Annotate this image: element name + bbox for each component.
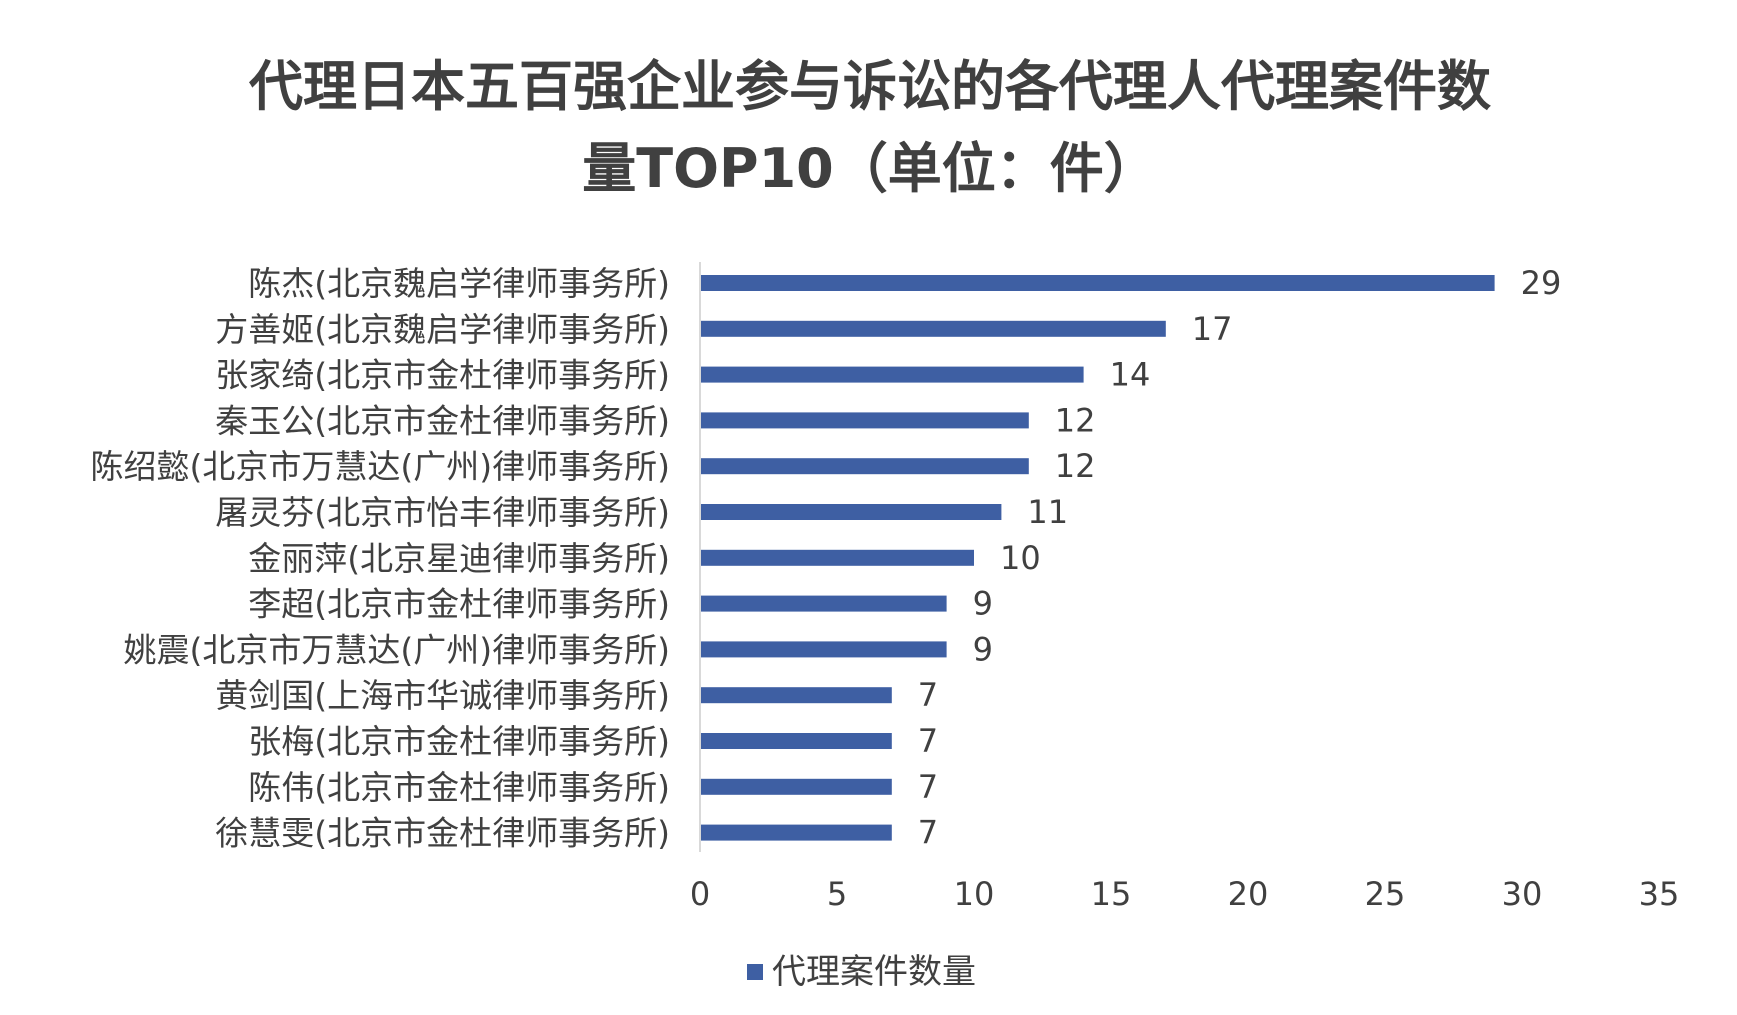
- chart-title-line-1: 代理日本五百强企业参与诉讼的各代理人代理案件数: [249, 55, 1491, 118]
- value-label: 12: [1055, 447, 1096, 485]
- category-label: 张梅(北京市金杜律师事务所): [248, 722, 670, 761]
- bar: [700, 366, 1084, 383]
- x-tick-label: 0: [690, 875, 710, 913]
- value-label: 12: [1055, 401, 1096, 439]
- value-label: 11: [1027, 493, 1068, 531]
- bar: [700, 320, 1166, 337]
- category-label: 黄剑国(上海市华诚律师事务所): [215, 676, 670, 715]
- x-tick-label: 35: [1639, 875, 1680, 913]
- category-label: 徐慧雯(北京市金杜律师事务所): [215, 814, 670, 853]
- value-label: 17: [1192, 310, 1233, 348]
- value-label: 29: [1521, 264, 1562, 302]
- x-tick-label: 20: [1228, 875, 1269, 913]
- bar: [700, 275, 1495, 291]
- chart-title-line-2: 量TOP10（单位：件）: [582, 137, 1158, 200]
- x-axis: 0 5 10 15 20 25 30 35: [690, 262, 1680, 913]
- value-label: 7: [918, 722, 938, 760]
- category-label: 屠灵芬(北京市怡丰律师事务所): [215, 493, 670, 532]
- value-label: 9: [973, 630, 993, 668]
- bar: [700, 733, 892, 749]
- category-label: 李超(北京市金杜律师事务所): [248, 585, 670, 624]
- category-label: 方善姬(北京魏启学律师事务所): [215, 310, 670, 349]
- category-label: 陈伟(北京市金杜律师事务所): [248, 768, 670, 807]
- legend: 代理案件数量: [747, 952, 976, 992]
- bar: [700, 549, 974, 566]
- bar: [700, 778, 892, 795]
- value-label: 10: [1000, 539, 1041, 577]
- category-label: 秦玉公(北京市金杜律师事务所): [215, 401, 670, 440]
- bar: [700, 595, 947, 612]
- legend-swatch: [747, 964, 763, 980]
- category-label: 张家绮(北京市金杜律师事务所): [215, 356, 670, 395]
- bar: [700, 687, 892, 704]
- value-label: 9: [973, 585, 993, 623]
- bar: [700, 641, 947, 658]
- x-tick-label: 10: [954, 875, 995, 913]
- bar: [700, 412, 1029, 429]
- legend-label: 代理案件数量: [772, 952, 976, 992]
- bar: [700, 504, 1002, 520]
- category-label: 陈杰(北京魏启学律师事务所): [248, 264, 670, 303]
- x-tick-label: 15: [1091, 875, 1132, 913]
- bar: [700, 824, 892, 841]
- chart-title: 代理日本五百强企业参与诉讼的各代理人代理案件数 量TOP10（单位：件）: [160, 46, 1580, 210]
- value-label: 7: [918, 814, 938, 852]
- value-label: 14: [1110, 356, 1151, 394]
- value-label: 7: [918, 768, 938, 806]
- category-label: 金丽萍(北京星迪律师事务所): [248, 539, 670, 578]
- value-label: 7: [918, 676, 938, 714]
- x-tick-label: 25: [1365, 875, 1406, 913]
- x-tick-label: 5: [827, 875, 847, 913]
- bar: [700, 458, 1029, 475]
- category-label: 陈绍懿(北京市万慧达(广州)律师事务所): [91, 447, 671, 486]
- bars-layer: [700, 275, 1495, 841]
- category-label: 姚震(北京市万慧达(广州)律师事务所): [124, 630, 671, 669]
- x-tick-label: 30: [1502, 875, 1543, 913]
- category-labels: 陈杰(北京魏启学律师事务所) 方善姬(北京魏启学律师事务所) 张家绮(北京市金杜律师…: [91, 264, 671, 853]
